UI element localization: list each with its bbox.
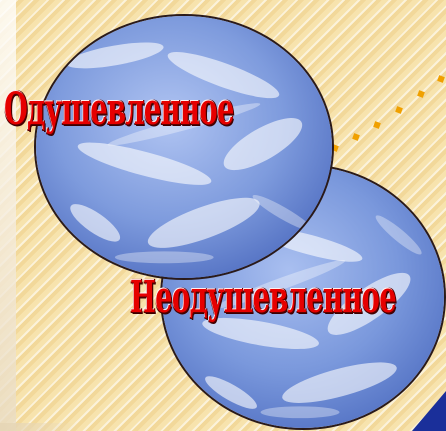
dot <box>437 75 445 83</box>
dot <box>417 90 425 98</box>
word-animate: Одушевленное <box>4 84 234 135</box>
word-inanimate: Неодушевленное <box>130 272 397 323</box>
dot <box>395 106 403 114</box>
earth-globe-image <box>36 16 332 278</box>
slide-bottom-edge <box>0 423 80 431</box>
corner-accent <box>412 391 446 431</box>
dot <box>352 133 360 141</box>
slide-left-edge <box>0 0 16 431</box>
dot <box>373 121 381 129</box>
globe-top <box>34 14 334 280</box>
